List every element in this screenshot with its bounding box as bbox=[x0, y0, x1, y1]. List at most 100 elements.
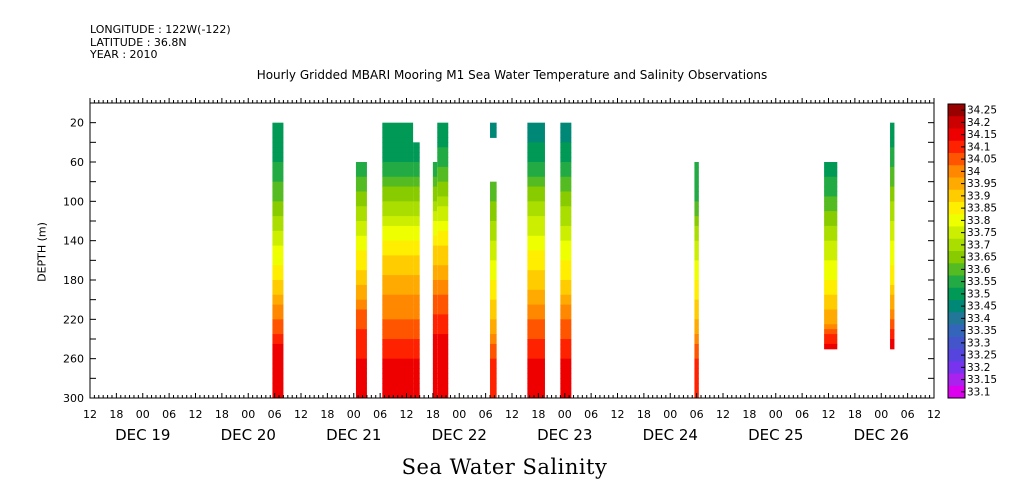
data-cell bbox=[490, 378, 497, 384]
x-tick-label: 18 bbox=[637, 408, 651, 421]
data-cell bbox=[382, 388, 414, 394]
colorbar-swatch bbox=[948, 153, 965, 166]
data-cell bbox=[560, 314, 572, 320]
data-cell bbox=[560, 127, 572, 133]
data-cell bbox=[413, 289, 420, 296]
data-cell bbox=[527, 270, 545, 276]
x-tick-label: 12 bbox=[927, 408, 941, 421]
data-cell bbox=[355, 343, 367, 350]
data-cell bbox=[382, 334, 414, 340]
data-cell bbox=[560, 132, 572, 138]
x-axis-ticks: 12 18 00 06 12 18 00 06 12 18 00 06 12 18 00 06 12 18 00 06… bbox=[83, 98, 941, 444]
x-tick-label: 18 bbox=[742, 408, 756, 421]
x-axis-title: Sea Water Salinity bbox=[401, 455, 608, 479]
data-cell bbox=[413, 363, 420, 369]
data-cell bbox=[437, 206, 449, 212]
data-cell bbox=[560, 216, 572, 222]
data-cell bbox=[890, 171, 895, 178]
data-cell bbox=[272, 334, 284, 340]
data-cell bbox=[437, 216, 449, 222]
data-cell bbox=[382, 147, 414, 153]
data-cell bbox=[890, 221, 895, 227]
data-cell bbox=[560, 147, 572, 153]
data-cell bbox=[694, 176, 699, 183]
data-cell bbox=[272, 304, 284, 310]
colorbar-label: 33.4 bbox=[967, 313, 991, 325]
data-cell bbox=[560, 304, 572, 310]
data-cell bbox=[890, 339, 895, 345]
colorbar-swatch bbox=[948, 140, 965, 154]
data-cell bbox=[490, 358, 497, 365]
data-cell bbox=[432, 309, 438, 315]
data-cell bbox=[432, 181, 438, 188]
data-cell bbox=[382, 240, 414, 247]
data-cell bbox=[355, 393, 367, 399]
data-cell bbox=[382, 284, 414, 291]
data-cell bbox=[890, 216, 895, 222]
data-cell bbox=[560, 378, 572, 384]
data-cell bbox=[694, 201, 699, 207]
data-cell bbox=[355, 211, 367, 217]
data-cell bbox=[437, 378, 449, 384]
data-cell bbox=[355, 260, 367, 266]
data-cell bbox=[824, 339, 838, 345]
data-cell bbox=[890, 137, 895, 143]
data-cell bbox=[890, 299, 895, 306]
data-column bbox=[355, 162, 367, 399]
data-cell bbox=[355, 166, 367, 173]
data-cell bbox=[382, 265, 414, 271]
data-cell bbox=[890, 245, 895, 251]
colorbar-label: 34 bbox=[967, 166, 981, 178]
data-cell bbox=[824, 186, 838, 192]
data-cell bbox=[560, 388, 572, 394]
data-cell bbox=[437, 363, 449, 369]
x-day-label: DEC 25 bbox=[748, 426, 803, 444]
x-day-label: DEC 26 bbox=[854, 426, 909, 444]
data-cell bbox=[527, 171, 545, 178]
x-tick-label: 06 bbox=[373, 408, 387, 421]
data-cell bbox=[694, 334, 699, 340]
data-cell bbox=[560, 329, 572, 335]
data-cell bbox=[560, 162, 572, 168]
data-cell bbox=[824, 250, 838, 256]
data-cell bbox=[382, 181, 414, 188]
data-cell bbox=[890, 343, 895, 350]
chart-title: Hourly Gridded MBARI Mooring M1 Sea Wate… bbox=[256, 68, 768, 82]
data-cell bbox=[490, 309, 497, 315]
data-cell bbox=[527, 201, 545, 207]
data-cell bbox=[413, 147, 420, 153]
data-cell bbox=[437, 304, 449, 310]
data-cell bbox=[272, 211, 284, 217]
data-cell bbox=[824, 275, 838, 281]
data-cell bbox=[272, 309, 284, 315]
data-cell bbox=[694, 280, 699, 286]
data-cell bbox=[824, 319, 838, 325]
x-tick-label: 12 bbox=[716, 408, 730, 421]
data-cell bbox=[437, 211, 449, 217]
data-cell bbox=[382, 343, 414, 350]
colorbar-label: 33.95 bbox=[967, 178, 997, 190]
data-cell bbox=[272, 176, 284, 183]
data-cell bbox=[694, 230, 699, 237]
data-cell bbox=[413, 378, 420, 384]
data-cell bbox=[490, 201, 497, 207]
data-cell bbox=[432, 280, 438, 286]
data-cell bbox=[437, 122, 449, 129]
data-cell bbox=[527, 255, 545, 261]
data-cell bbox=[272, 343, 284, 350]
data-cell bbox=[527, 294, 545, 301]
data-cell bbox=[890, 142, 895, 148]
data-cell bbox=[890, 152, 895, 158]
data-cell bbox=[490, 284, 497, 291]
colorbar-label: 33.5 bbox=[967, 288, 990, 300]
data-cell bbox=[527, 304, 545, 310]
data-cell bbox=[272, 162, 284, 168]
data-cell bbox=[694, 348, 699, 355]
data-cell bbox=[413, 235, 420, 242]
x-tick-label: 12 bbox=[294, 408, 308, 421]
data-cell bbox=[490, 230, 497, 237]
data-cell bbox=[413, 393, 420, 399]
data-cell bbox=[413, 225, 420, 232]
data-cell bbox=[437, 201, 449, 207]
data-cell bbox=[272, 319, 284, 325]
